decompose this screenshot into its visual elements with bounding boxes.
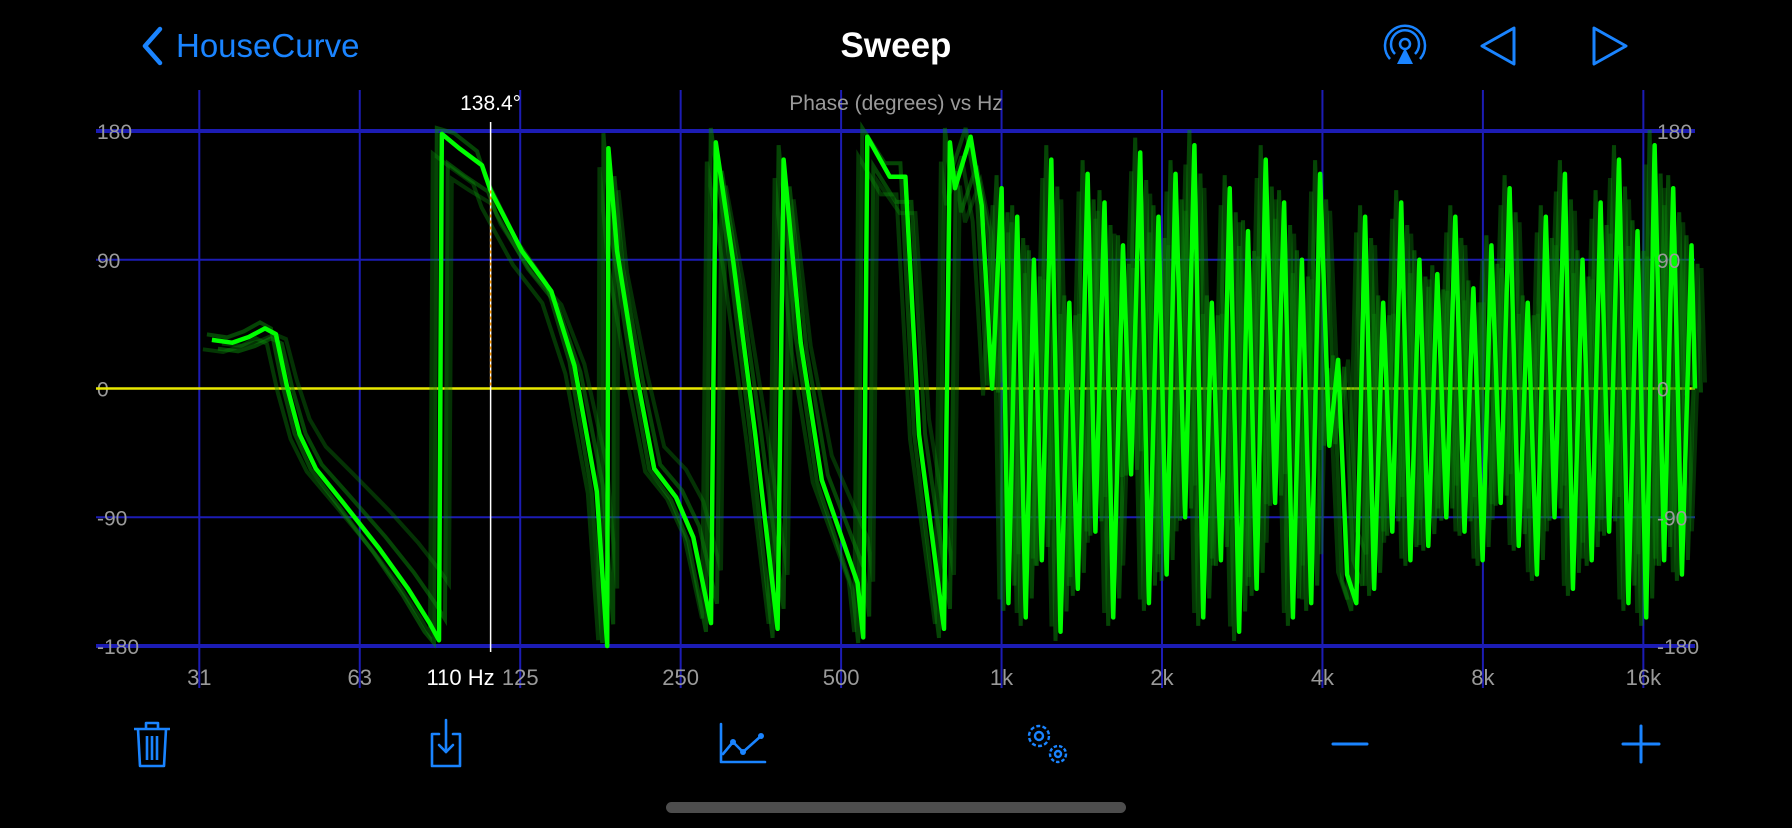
phase-curve [211, 131, 1698, 649]
background-trace [221, 173, 1707, 591]
y-tick-label-left: 0 [97, 379, 109, 402]
y-tick-label-right: -90 [1657, 507, 1687, 530]
y-tick-label-left: -180 [97, 636, 139, 659]
y-tick-label-left: 180 [97, 121, 132, 144]
trash-icon[interactable] [126, 718, 178, 770]
y-tick-label-right: 90 [1657, 250, 1680, 273]
y-tick-label-right: 0 [1657, 379, 1669, 402]
zoom-in-plus-icon[interactable] [1615, 718, 1667, 770]
x-tick-label: 63 [348, 665, 372, 690]
previous-triangle-icon[interactable] [1476, 24, 1520, 68]
gears-icon[interactable] [1021, 718, 1073, 770]
x-tick-label: 8k [1471, 665, 1495, 690]
background-trace [202, 149, 1688, 643]
home-indicator[interactable] [666, 802, 1126, 813]
chevron-left-icon [142, 26, 163, 66]
back-button[interactable]: HouseCurve [140, 26, 359, 66]
traces [202, 121, 1707, 649]
x-tick-label: 250 [662, 665, 699, 690]
x-tick-label: 2k [1150, 665, 1174, 690]
phase-chart[interactable]: Phase (degrees) vs Hz 180 90 0 -90 -180 180 9… [0, 0, 1792, 700]
y-tick-label-left: 90 [97, 250, 120, 273]
background-trace [206, 121, 1692, 649]
back-label: HouseCurve [176, 27, 360, 64]
airplay-audio-icon[interactable] [1383, 24, 1427, 68]
y-tick-label-right: 180 [1657, 121, 1692, 144]
download-icon[interactable] [420, 718, 472, 770]
chart-title: Phase (degrees) vs Hz [789, 92, 1003, 115]
x-tick-label: 31 [187, 665, 211, 690]
y-tick-label-left: -90 [97, 507, 127, 530]
x-tick-label: 125 [502, 665, 539, 690]
background-trace [217, 159, 1703, 627]
cursor-freq-label: 110 Hz [427, 665, 495, 690]
x-tick-label: 16k [1626, 665, 1662, 690]
zoom-out-minus-icon[interactable] [1324, 718, 1376, 770]
y-axis-left: 180 90 0 -90 -180 [97, 121, 139, 659]
next-triangle-icon[interactable] [1588, 24, 1632, 68]
x-axis: 31 63 125 250 500 1k 2k 4k 8k 16k [187, 665, 1662, 690]
chart-line-icon[interactable] [717, 718, 769, 770]
x-tick-label: 4k [1311, 665, 1335, 690]
y-axis-right: 180 90 0 -90 -180 [1657, 121, 1699, 659]
y-tick-label-right: -180 [1657, 636, 1699, 659]
cursor-value-label: 138.4° [460, 92, 521, 115]
x-tick-label: 1k [990, 665, 1014, 690]
x-tick-label: 500 [823, 665, 860, 690]
